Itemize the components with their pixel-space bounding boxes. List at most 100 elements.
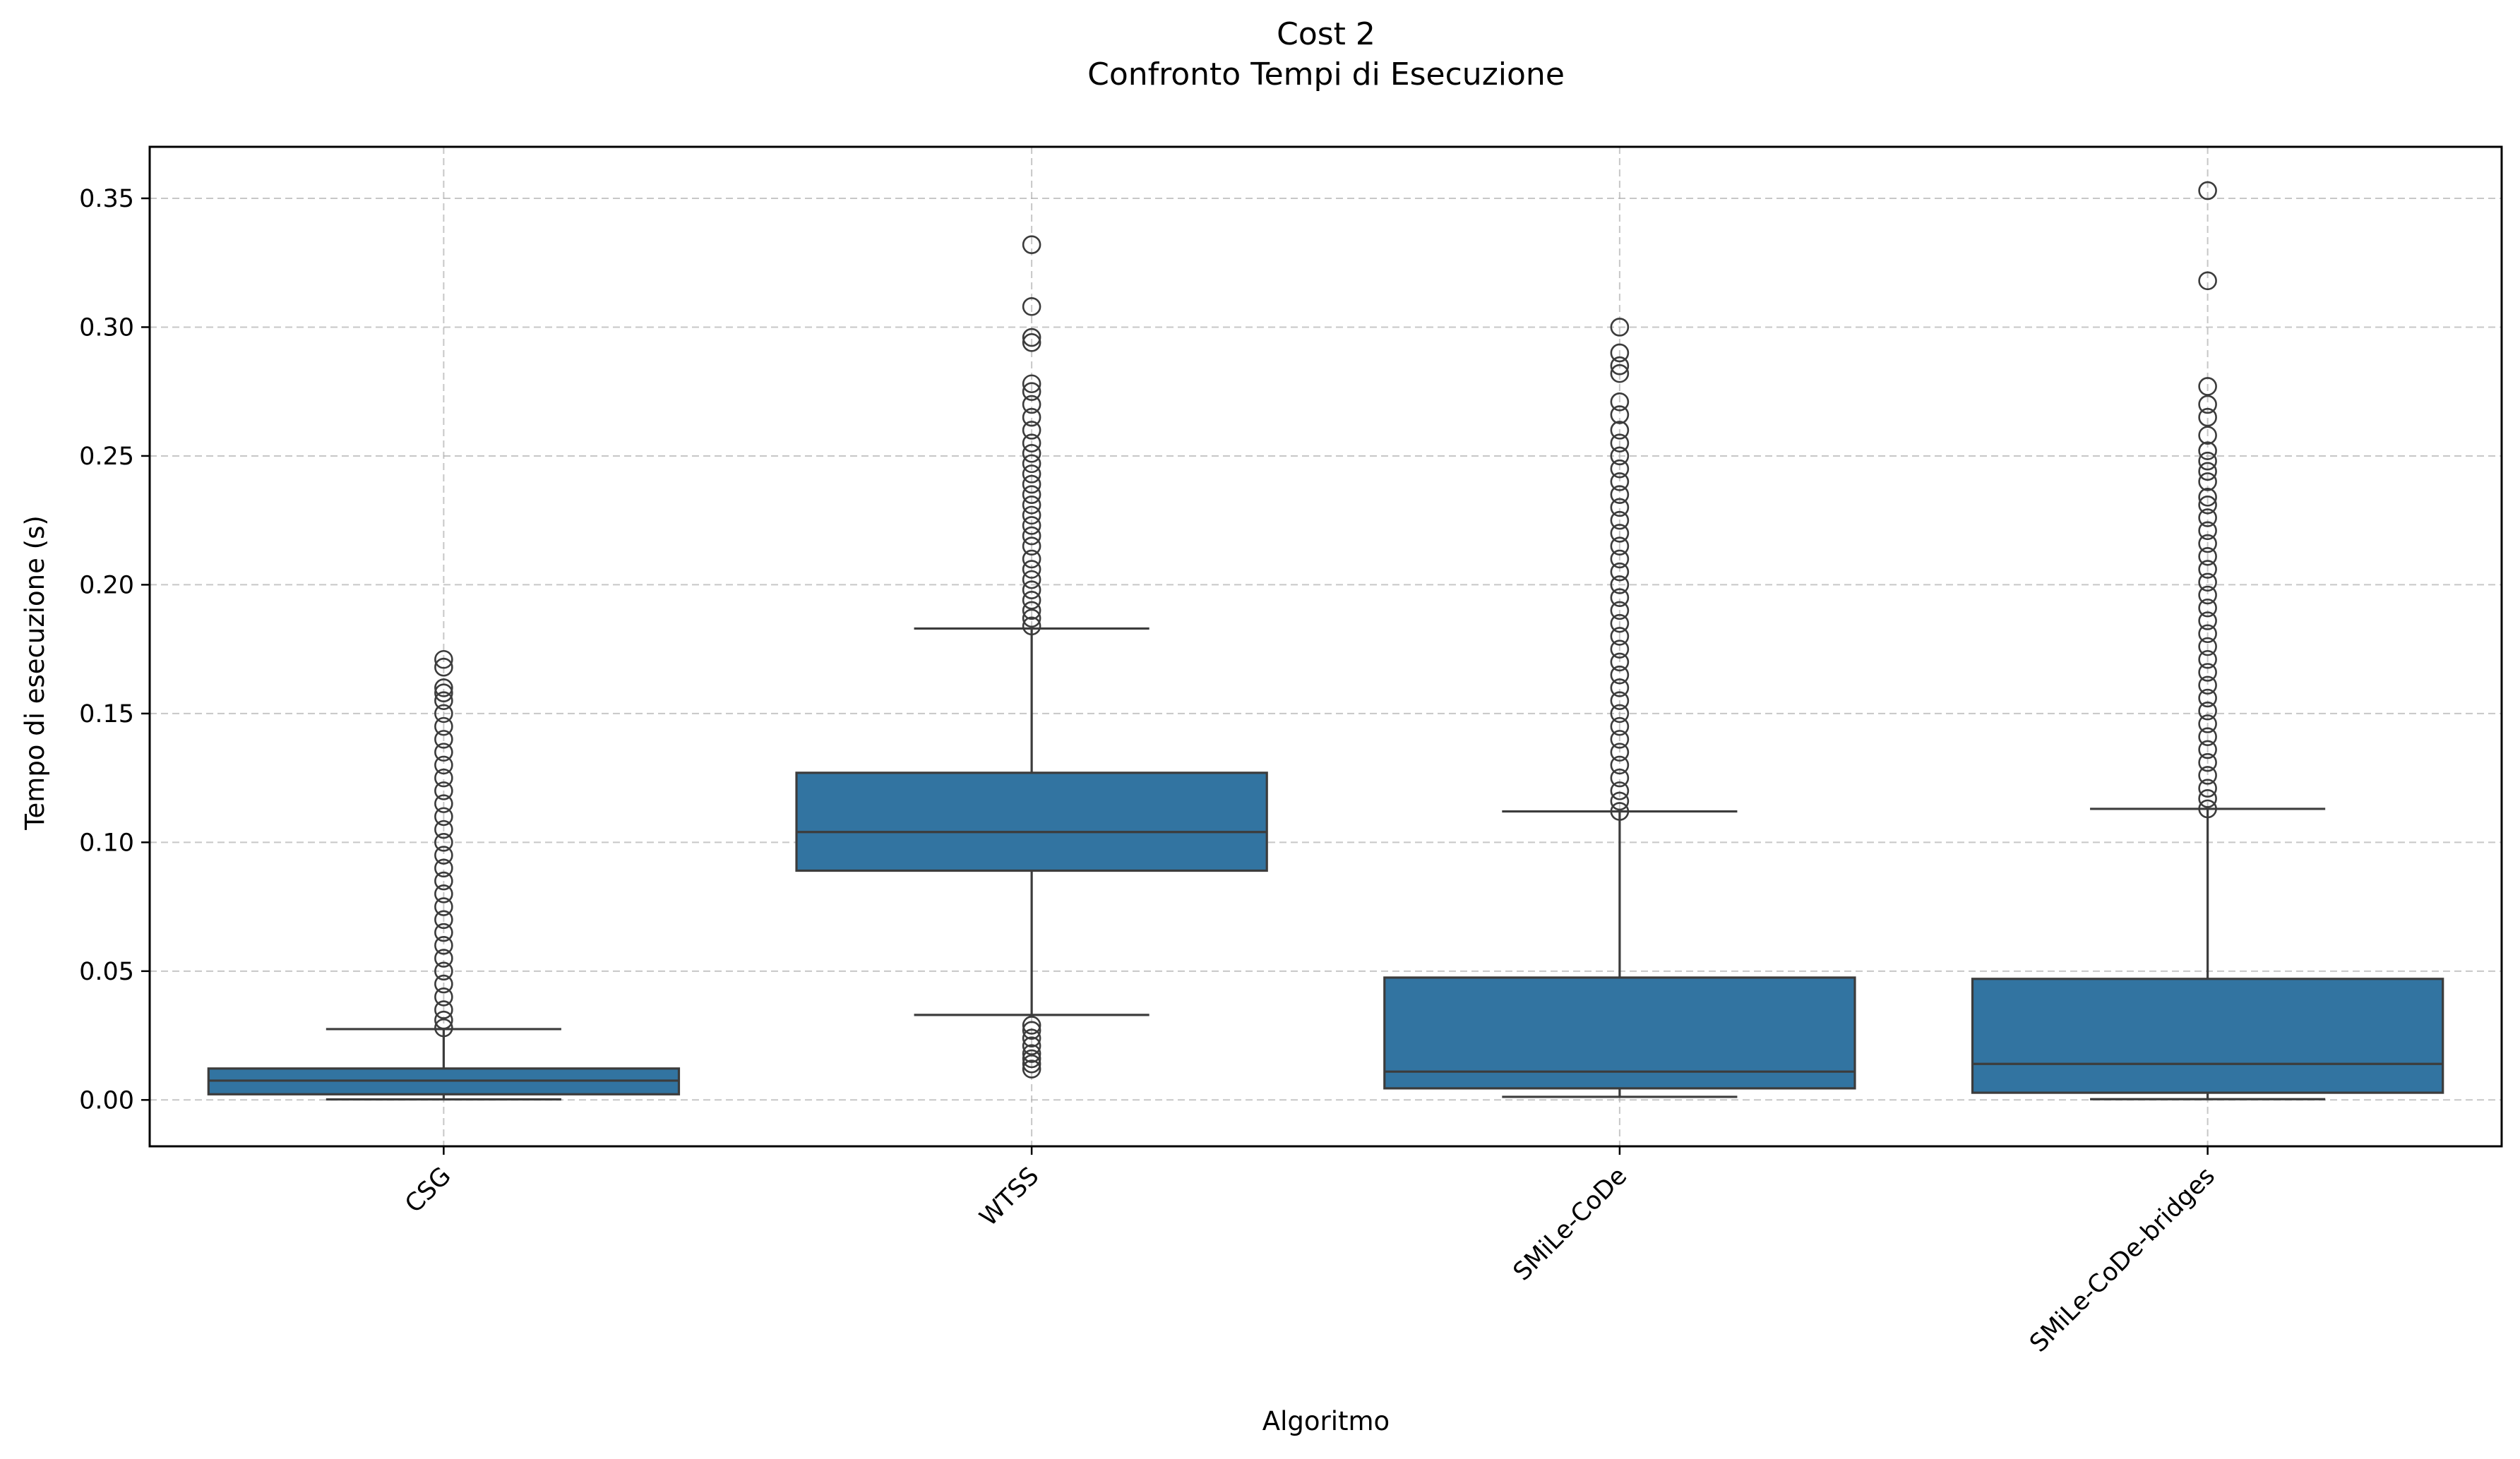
grid-lines: [150, 147, 2502, 1146]
outlier-point: [434, 884, 453, 903]
y-tick-label: 0.15: [79, 700, 134, 728]
outlier-point: [1610, 627, 1630, 646]
outlier-point: [2198, 451, 2217, 471]
outlier-point: [1022, 549, 1041, 569]
outlier-point: [434, 987, 453, 1007]
outlier-point: [2198, 572, 2217, 592]
outlier-point: [2198, 727, 2217, 747]
box-smile-code-bridges: [1971, 181, 2444, 1100]
outlier-point: [434, 691, 453, 710]
outlier-point: [1022, 601, 1041, 620]
outlier-point: [2198, 611, 2217, 630]
outlier-point: [2198, 521, 2217, 541]
outlier-point: [1022, 443, 1041, 463]
outlier-point: [2198, 407, 2217, 427]
y-tick-label: 0.00: [79, 1086, 134, 1115]
outlier-point: [1022, 526, 1041, 546]
plot-frame: [148, 145, 2503, 1148]
x-tick-label: SMiLe-CoDe: [1508, 1162, 1632, 1286]
x-tick-label: WTSS: [974, 1162, 1044, 1232]
outlier-point: [434, 781, 453, 800]
outlier-point: [2198, 546, 2217, 566]
outlier-point: [434, 768, 453, 788]
outlier-point: [1610, 459, 1630, 479]
outlier-point: [2198, 534, 2217, 553]
outlier-point: [1022, 296, 1041, 316]
outlier-point: [1022, 1059, 1041, 1079]
outlier-point: [1610, 678, 1630, 697]
outlier-point: [2198, 637, 2217, 656]
outlier-point: [2198, 488, 2217, 507]
outlier-point: [434, 716, 453, 736]
outlier-point: [2198, 714, 2217, 733]
outlier-point: [1022, 1016, 1041, 1035]
outlier-point: [1610, 446, 1630, 466]
outlier-point: [1022, 382, 1041, 402]
outlier-point: [1022, 1021, 1041, 1040]
outlier-point: [1610, 652, 1630, 672]
outlier-point: [434, 1018, 453, 1038]
outlier-point: [1610, 755, 1630, 775]
outlier-point: [1610, 318, 1630, 337]
outlier-point: [1610, 613, 1630, 633]
outlier-point: [434, 1000, 453, 1019]
y-tick-label: 0.25: [79, 443, 134, 471]
outlier-point: [1610, 392, 1630, 412]
outlier-point: [1610, 601, 1630, 620]
outlier-point: [1022, 333, 1041, 352]
outlier-point: [1022, 570, 1041, 589]
outlier-point: [1610, 536, 1630, 556]
outlier-point: [1022, 495, 1041, 515]
outlier-point: [2198, 560, 2217, 579]
outlier-point: [434, 936, 453, 955]
y-tick-label: 0.05: [79, 958, 134, 986]
outlier-point: [1022, 433, 1041, 452]
outlier-point: [434, 949, 453, 968]
outlier-point: [1022, 1054, 1041, 1074]
outlier-point: [1022, 485, 1041, 504]
outlier-point: [434, 683, 453, 702]
outlier-point: [2198, 377, 2217, 396]
outlier-point: [1610, 356, 1630, 376]
outlier-point: [1022, 474, 1041, 494]
y-tick-label: 0.10: [79, 829, 134, 857]
outlier-point: [1610, 802, 1630, 821]
outlier-point: [434, 910, 453, 930]
y-tick-label: 0.30: [79, 313, 134, 342]
outlier-point: [1022, 421, 1041, 440]
box-layer: [207, 181, 2444, 1101]
outlier-point: [2198, 676, 2217, 695]
chart-subtitle: Confronto Tempi di Esecuzione: [1087, 56, 1565, 92]
chart-title: Cost 2: [1277, 16, 1375, 52]
outlier-point: [1610, 549, 1630, 569]
iqr-box: [795, 771, 1268, 872]
outlier-point: [1610, 421, 1630, 440]
outlier-point: [2198, 740, 2217, 759]
outlier-point: [1022, 1049, 1041, 1069]
x-axis-label: Algoritmo: [1262, 1406, 1390, 1436]
outlier-point: [1610, 485, 1630, 504]
outlier-point: [434, 923, 453, 942]
outlier-point: [1022, 407, 1041, 427]
outlier-point: [1610, 575, 1630, 594]
y-tick-label: 0.35: [79, 185, 134, 213]
outlier-point: [434, 755, 453, 775]
outlier-point: [434, 1010, 453, 1030]
outlier-point: [1610, 433, 1630, 452]
outlier-point: [2198, 181, 2217, 200]
y-axis-label: Tempo di esecuzione (s): [20, 515, 50, 831]
outlier-point: [2198, 441, 2217, 460]
outlier-point: [434, 649, 453, 669]
outlier-point: [1610, 562, 1630, 582]
x-axis-ticks: CSG WTSS SMiLe-CoDe SMiLe-CoDe-bridges: [400, 1146, 2221, 1358]
iqr-box: [1971, 978, 2444, 1094]
box-smile-code: [1383, 318, 1856, 1098]
outlier-point: [434, 807, 453, 827]
outlier-point: [1610, 588, 1630, 607]
outlier-point: [434, 657, 453, 677]
outlier-point: [1022, 616, 1041, 636]
outlier-point: [434, 743, 453, 762]
outlier-point: [2198, 663, 2217, 682]
outlier-point: [434, 704, 453, 724]
box-csg: [207, 649, 681, 1101]
